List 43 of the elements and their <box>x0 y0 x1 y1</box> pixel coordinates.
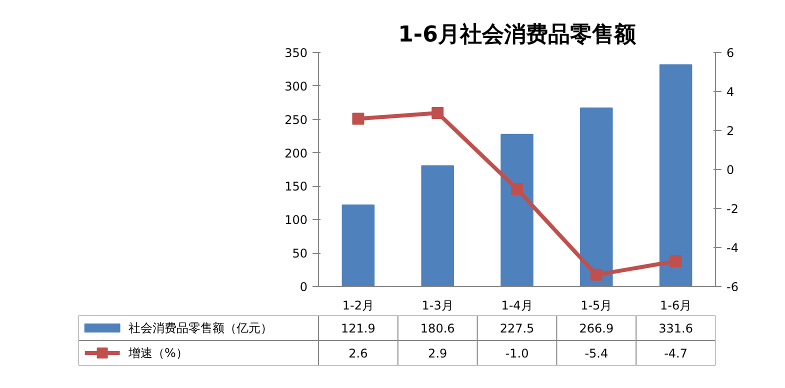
bar <box>500 134 534 286</box>
y2-tick-label: 6 <box>726 46 734 60</box>
data-label: -4.7 <box>664 346 688 360</box>
bar <box>580 108 613 286</box>
x-tick-label: 1-2月 <box>342 298 374 312</box>
point <box>670 255 682 268</box>
y-tick-label: 150 <box>284 180 308 194</box>
bar <box>342 204 375 286</box>
y-tick-label: 300 <box>284 79 308 94</box>
y2-tick-label: 0 <box>726 163 734 177</box>
data-label: 266.9 <box>579 322 614 336</box>
bar <box>421 165 454 286</box>
y-tick-label: 250 <box>284 112 308 127</box>
y-tick-label: 50 <box>292 246 308 261</box>
data-label: -1.0 <box>505 346 529 360</box>
y2-tick-label: -4 <box>726 241 738 255</box>
x-tick-label: 1-6月 <box>660 298 692 312</box>
legend-label: 增速（%） <box>128 346 188 360</box>
legend-label: 社会消费品零售额（亿元） <box>128 321 273 335</box>
y-tick-label: 200 <box>284 146 308 160</box>
x-tick-label: 1-3月 <box>422 298 454 312</box>
y-tick-label: 350 <box>284 46 308 60</box>
point <box>511 183 523 195</box>
data-label: 180.6 <box>420 322 455 336</box>
data-label: 227.5 <box>500 322 534 336</box>
point <box>352 112 364 125</box>
data-label: 331.6 <box>658 322 693 336</box>
data-label: 2.9 <box>428 346 448 360</box>
data-label: 2.6 <box>348 346 368 360</box>
y2-tick-label: -2 <box>726 202 738 216</box>
y-tick-label: 0 <box>300 280 308 294</box>
x-tick-label: 1-4月 <box>501 298 533 312</box>
data-label: -5.4 <box>584 346 608 360</box>
point <box>590 268 602 281</box>
y2-tick-label: 4 <box>726 85 734 99</box>
y-tick-label: 100 <box>284 213 308 228</box>
bar <box>659 64 692 286</box>
y2-tick-label: -6 <box>726 280 738 294</box>
y2-tick-label: 2 <box>726 124 734 138</box>
chart-title: 1-6月社会消费品零售额 <box>398 22 637 48</box>
point <box>432 106 444 119</box>
x-tick-label: 1-5月 <box>580 298 612 312</box>
data-label: 121.9 <box>341 322 376 336</box>
